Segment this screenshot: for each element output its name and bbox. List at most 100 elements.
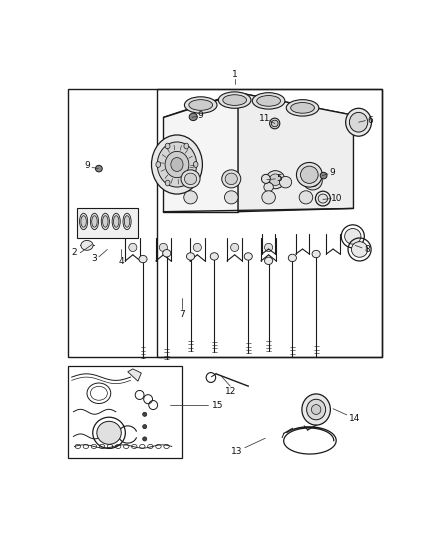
Ellipse shape bbox=[189, 100, 212, 110]
Polygon shape bbox=[163, 93, 238, 212]
Text: 3: 3 bbox=[91, 254, 97, 263]
Text: 1: 1 bbox=[232, 70, 237, 79]
Ellipse shape bbox=[112, 213, 120, 230]
Ellipse shape bbox=[184, 191, 197, 204]
Text: 9: 9 bbox=[329, 168, 336, 177]
Text: 6: 6 bbox=[367, 116, 373, 125]
Ellipse shape bbox=[157, 142, 197, 187]
Ellipse shape bbox=[225, 191, 238, 204]
Ellipse shape bbox=[165, 180, 170, 186]
Ellipse shape bbox=[143, 425, 147, 429]
Ellipse shape bbox=[307, 399, 325, 420]
Ellipse shape bbox=[223, 95, 247, 106]
Ellipse shape bbox=[302, 394, 330, 425]
Ellipse shape bbox=[279, 176, 292, 188]
Ellipse shape bbox=[159, 243, 167, 252]
Ellipse shape bbox=[124, 216, 130, 227]
Ellipse shape bbox=[291, 102, 314, 113]
Ellipse shape bbox=[81, 240, 93, 251]
Bar bbox=[68, 88, 382, 358]
Ellipse shape bbox=[351, 241, 368, 257]
Text: 4: 4 bbox=[118, 257, 124, 266]
Ellipse shape bbox=[271, 120, 278, 127]
Ellipse shape bbox=[165, 151, 189, 177]
Ellipse shape bbox=[187, 255, 194, 262]
Ellipse shape bbox=[345, 229, 361, 244]
Ellipse shape bbox=[269, 174, 282, 185]
Text: 11: 11 bbox=[259, 114, 270, 123]
Ellipse shape bbox=[189, 113, 197, 120]
Ellipse shape bbox=[152, 135, 202, 194]
Ellipse shape bbox=[184, 97, 217, 113]
Ellipse shape bbox=[92, 216, 97, 227]
Text: 2: 2 bbox=[72, 248, 77, 257]
Ellipse shape bbox=[299, 191, 313, 204]
Text: 8: 8 bbox=[364, 245, 370, 254]
Ellipse shape bbox=[264, 183, 273, 191]
Ellipse shape bbox=[101, 213, 110, 230]
Ellipse shape bbox=[288, 257, 297, 264]
Ellipse shape bbox=[311, 405, 321, 415]
Ellipse shape bbox=[139, 252, 147, 260]
Ellipse shape bbox=[346, 108, 371, 136]
Ellipse shape bbox=[143, 437, 147, 441]
Ellipse shape bbox=[95, 165, 102, 172]
Polygon shape bbox=[238, 93, 353, 212]
Ellipse shape bbox=[97, 421, 121, 445]
Ellipse shape bbox=[162, 256, 171, 264]
Ellipse shape bbox=[297, 163, 322, 187]
Ellipse shape bbox=[193, 161, 198, 167]
Ellipse shape bbox=[266, 171, 285, 189]
Ellipse shape bbox=[312, 252, 320, 259]
Ellipse shape bbox=[257, 95, 280, 106]
Ellipse shape bbox=[222, 170, 241, 188]
Ellipse shape bbox=[350, 112, 368, 132]
Text: 10: 10 bbox=[331, 194, 342, 203]
Ellipse shape bbox=[230, 243, 239, 252]
Ellipse shape bbox=[123, 213, 131, 230]
Ellipse shape bbox=[300, 166, 318, 183]
Ellipse shape bbox=[129, 243, 137, 252]
Ellipse shape bbox=[210, 257, 219, 264]
Text: 13: 13 bbox=[230, 447, 242, 456]
Ellipse shape bbox=[156, 161, 161, 167]
Text: 14: 14 bbox=[349, 415, 360, 423]
Text: 7: 7 bbox=[179, 310, 185, 319]
Ellipse shape bbox=[261, 174, 270, 183]
Ellipse shape bbox=[219, 92, 251, 108]
Ellipse shape bbox=[225, 173, 237, 184]
Ellipse shape bbox=[184, 143, 189, 149]
Ellipse shape bbox=[307, 175, 319, 187]
Ellipse shape bbox=[184, 173, 197, 184]
Ellipse shape bbox=[90, 213, 99, 230]
Ellipse shape bbox=[265, 257, 273, 264]
Ellipse shape bbox=[171, 158, 183, 172]
Bar bbox=[77, 208, 138, 238]
Text: 5: 5 bbox=[276, 174, 282, 183]
Text: 12: 12 bbox=[225, 387, 236, 396]
Ellipse shape bbox=[244, 254, 252, 261]
Polygon shape bbox=[128, 369, 141, 381]
Ellipse shape bbox=[303, 172, 322, 190]
Ellipse shape bbox=[143, 412, 147, 416]
Ellipse shape bbox=[262, 191, 276, 204]
Ellipse shape bbox=[80, 213, 88, 230]
Ellipse shape bbox=[252, 93, 285, 109]
Ellipse shape bbox=[270, 118, 280, 129]
Text: 9: 9 bbox=[198, 111, 204, 120]
Ellipse shape bbox=[265, 243, 273, 252]
Ellipse shape bbox=[318, 194, 328, 203]
Ellipse shape bbox=[165, 143, 170, 149]
Text: 9: 9 bbox=[84, 161, 90, 170]
Text: 15: 15 bbox=[212, 401, 223, 410]
Bar bbox=[156, 88, 382, 358]
Ellipse shape bbox=[102, 216, 108, 227]
Ellipse shape bbox=[181, 170, 200, 188]
Bar bbox=[68, 366, 182, 458]
Ellipse shape bbox=[184, 180, 189, 186]
Ellipse shape bbox=[286, 100, 319, 116]
Ellipse shape bbox=[81, 216, 86, 227]
Ellipse shape bbox=[193, 243, 201, 252]
Polygon shape bbox=[163, 93, 353, 140]
Ellipse shape bbox=[113, 216, 119, 227]
